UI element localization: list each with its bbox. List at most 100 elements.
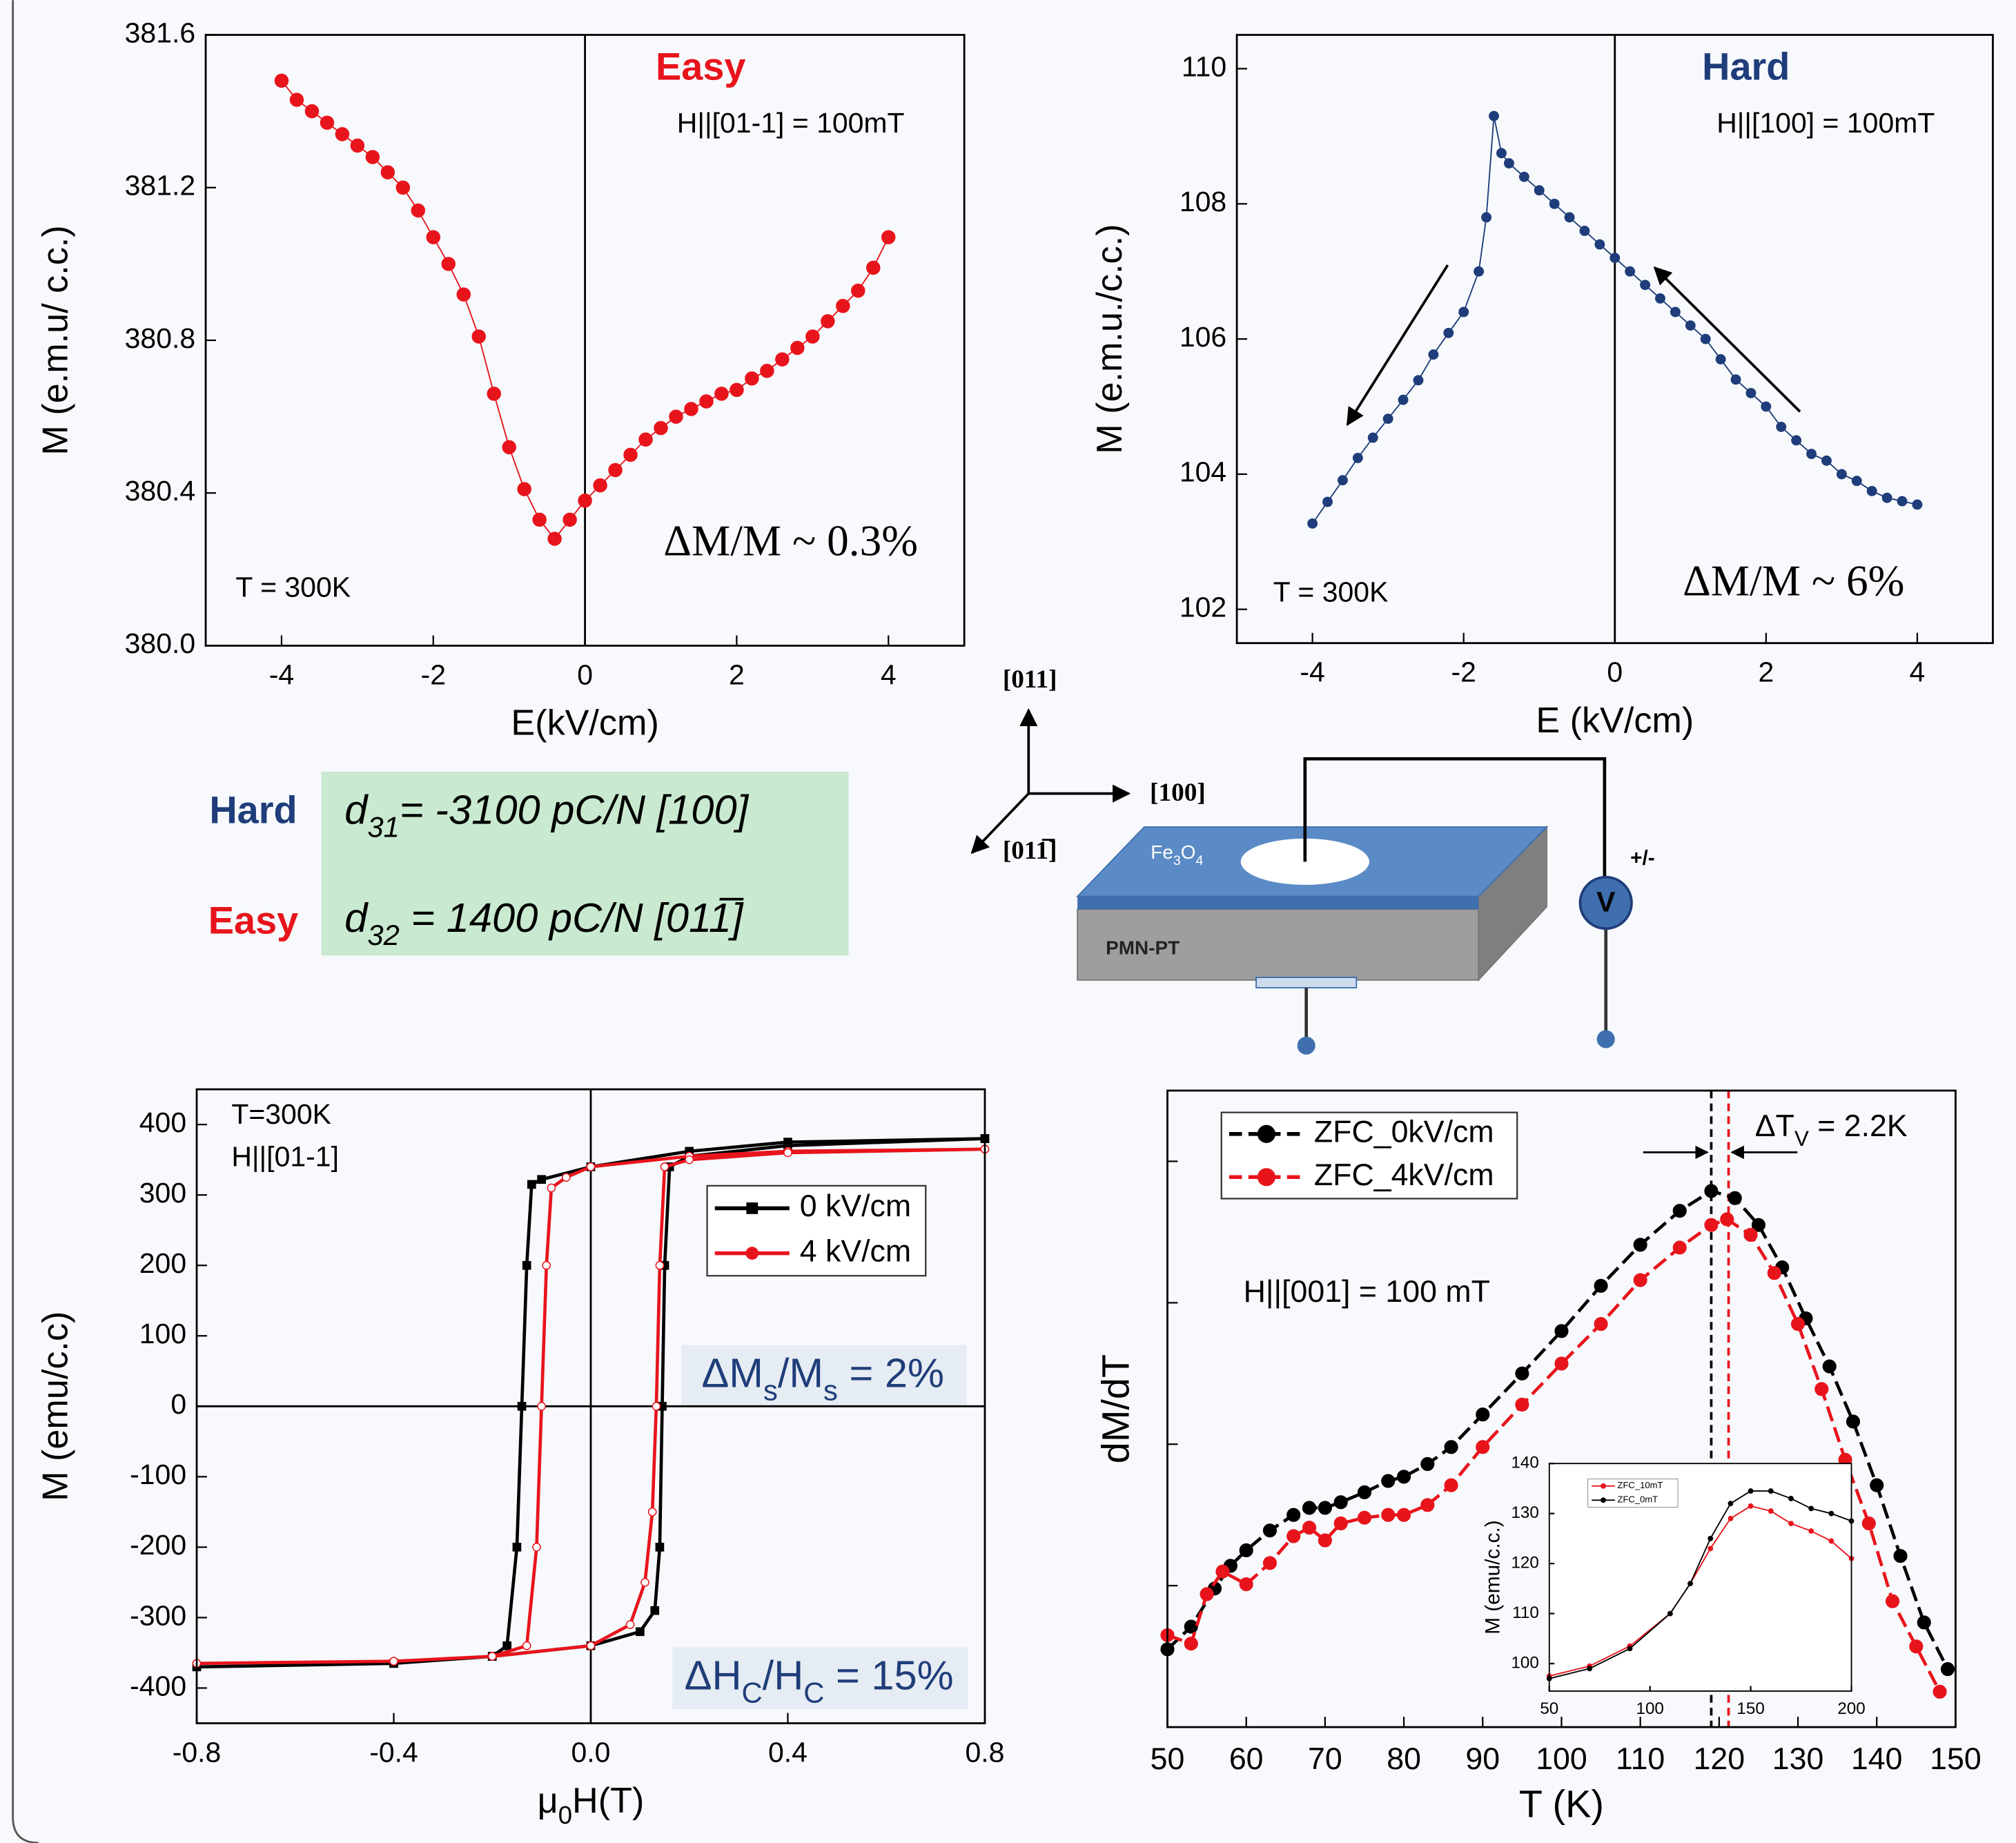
marker — [821, 314, 835, 329]
y-tick-label: 108 — [1180, 186, 1226, 217]
marker — [487, 1652, 497, 1661]
marker — [1861, 1516, 1876, 1531]
marker — [1515, 1366, 1529, 1381]
y-tick-label: 106 — [1180, 321, 1226, 353]
marker — [1496, 148, 1507, 159]
y-tick-label: -300 — [130, 1599, 186, 1631]
marker — [1700, 333, 1711, 344]
d31: d31= -3100 pC/N [100] — [344, 786, 749, 843]
plot-frame — [1166, 1089, 1957, 1728]
legend-label: 0 kV/cm — [800, 1189, 911, 1223]
marker — [1808, 1528, 1814, 1534]
marker — [1814, 1382, 1829, 1396]
marker — [1728, 1501, 1734, 1507]
marker — [1866, 485, 1877, 496]
marker — [1397, 1508, 1411, 1522]
x-tick-label: 80 — [1387, 1742, 1421, 1776]
marker — [389, 1657, 398, 1666]
meter-label: V — [1596, 886, 1616, 918]
marker — [1851, 476, 1862, 487]
marker — [1333, 1516, 1348, 1531]
marker — [586, 1641, 596, 1650]
x-axis-title: E(kV/cm) — [511, 703, 658, 743]
x-tick-label: -0.8 — [173, 1736, 222, 1768]
text-part: C — [742, 1676, 763, 1708]
marker — [517, 1401, 527, 1411]
marker — [522, 1260, 531, 1270]
marker — [1444, 1440, 1458, 1454]
marker — [1667, 1610, 1673, 1617]
x-tick-label: -4 — [269, 659, 294, 690]
x-tick-label: 50 — [1151, 1742, 1185, 1776]
source-sign: +/- — [1630, 847, 1655, 870]
marker — [647, 1508, 657, 1517]
marker — [1503, 158, 1514, 169]
text-part: = 15% — [824, 1652, 953, 1698]
marker — [1685, 320, 1696, 331]
marker — [1790, 1317, 1805, 1332]
marker — [380, 165, 395, 179]
frame-edge — [12, 0, 39, 1843]
marker — [1474, 266, 1485, 277]
marker — [851, 283, 865, 298]
annotation: ΔMs/Ms = 2% — [701, 1349, 944, 1406]
x-tick-label: -0.4 — [369, 1736, 418, 1768]
text-part: 3 — [1173, 853, 1181, 868]
marker — [532, 512, 547, 527]
marker — [685, 1155, 694, 1164]
marker — [1262, 1523, 1278, 1538]
marker — [1806, 449, 1817, 460]
text-part: = 2.2K — [1809, 1109, 1908, 1143]
marker — [1767, 1266, 1781, 1280]
marker — [775, 352, 790, 367]
text-part: ΔH — [685, 1652, 742, 1698]
marker — [547, 1183, 556, 1193]
marker — [1286, 1529, 1301, 1543]
marker — [527, 1180, 536, 1189]
sweep-arrow — [1653, 266, 1801, 413]
marker — [578, 494, 592, 508]
marker — [699, 394, 714, 409]
marker — [1886, 1594, 1900, 1608]
marker — [426, 230, 441, 244]
text-part: 4 — [1195, 853, 1203, 868]
marker — [746, 1202, 759, 1214]
annotation: T = 300K — [1273, 576, 1389, 608]
x-tick-label: 4 — [1910, 656, 1926, 688]
marker — [1200, 1587, 1214, 1601]
marker — [522, 1641, 531, 1650]
marker — [395, 180, 411, 195]
marker — [1398, 394, 1409, 405]
text-part: 31 — [367, 810, 399, 843]
marker — [1748, 1488, 1754, 1494]
x-tick-label: 0.8 — [965, 1736, 1004, 1768]
marker — [274, 73, 289, 88]
text-part: d — [344, 786, 369, 832]
marker — [289, 92, 304, 107]
y-tick-label: -400 — [130, 1670, 186, 1701]
annotation: ΔHC/HC = 15% — [685, 1652, 954, 1708]
text-part: ΔM — [701, 1349, 763, 1396]
annotation: T = 300K — [235, 571, 351, 603]
y-tick-label: 102 — [1180, 592, 1226, 623]
marker — [1640, 280, 1651, 291]
marker — [1184, 1637, 1198, 1651]
marker — [1791, 435, 1802, 446]
marker — [1381, 1474, 1396, 1488]
text-part: C — [803, 1676, 824, 1708]
x-tick-label: 50 — [1540, 1699, 1558, 1718]
marker — [1352, 452, 1363, 463]
x-tick-label: 150 — [1930, 1742, 1981, 1776]
y-axis-title: dM/dT — [1093, 1354, 1137, 1463]
marker — [1239, 1577, 1253, 1592]
marker — [1257, 1124, 1275, 1143]
y-tick-label: 130 — [1511, 1503, 1538, 1522]
marker — [1633, 1238, 1647, 1252]
marker — [1821, 455, 1832, 466]
marker — [866, 260, 881, 275]
marker — [1609, 253, 1621, 264]
marker — [1828, 1510, 1834, 1517]
marker — [1768, 1508, 1774, 1514]
marker — [660, 1162, 669, 1171]
marker — [1601, 1497, 1606, 1503]
